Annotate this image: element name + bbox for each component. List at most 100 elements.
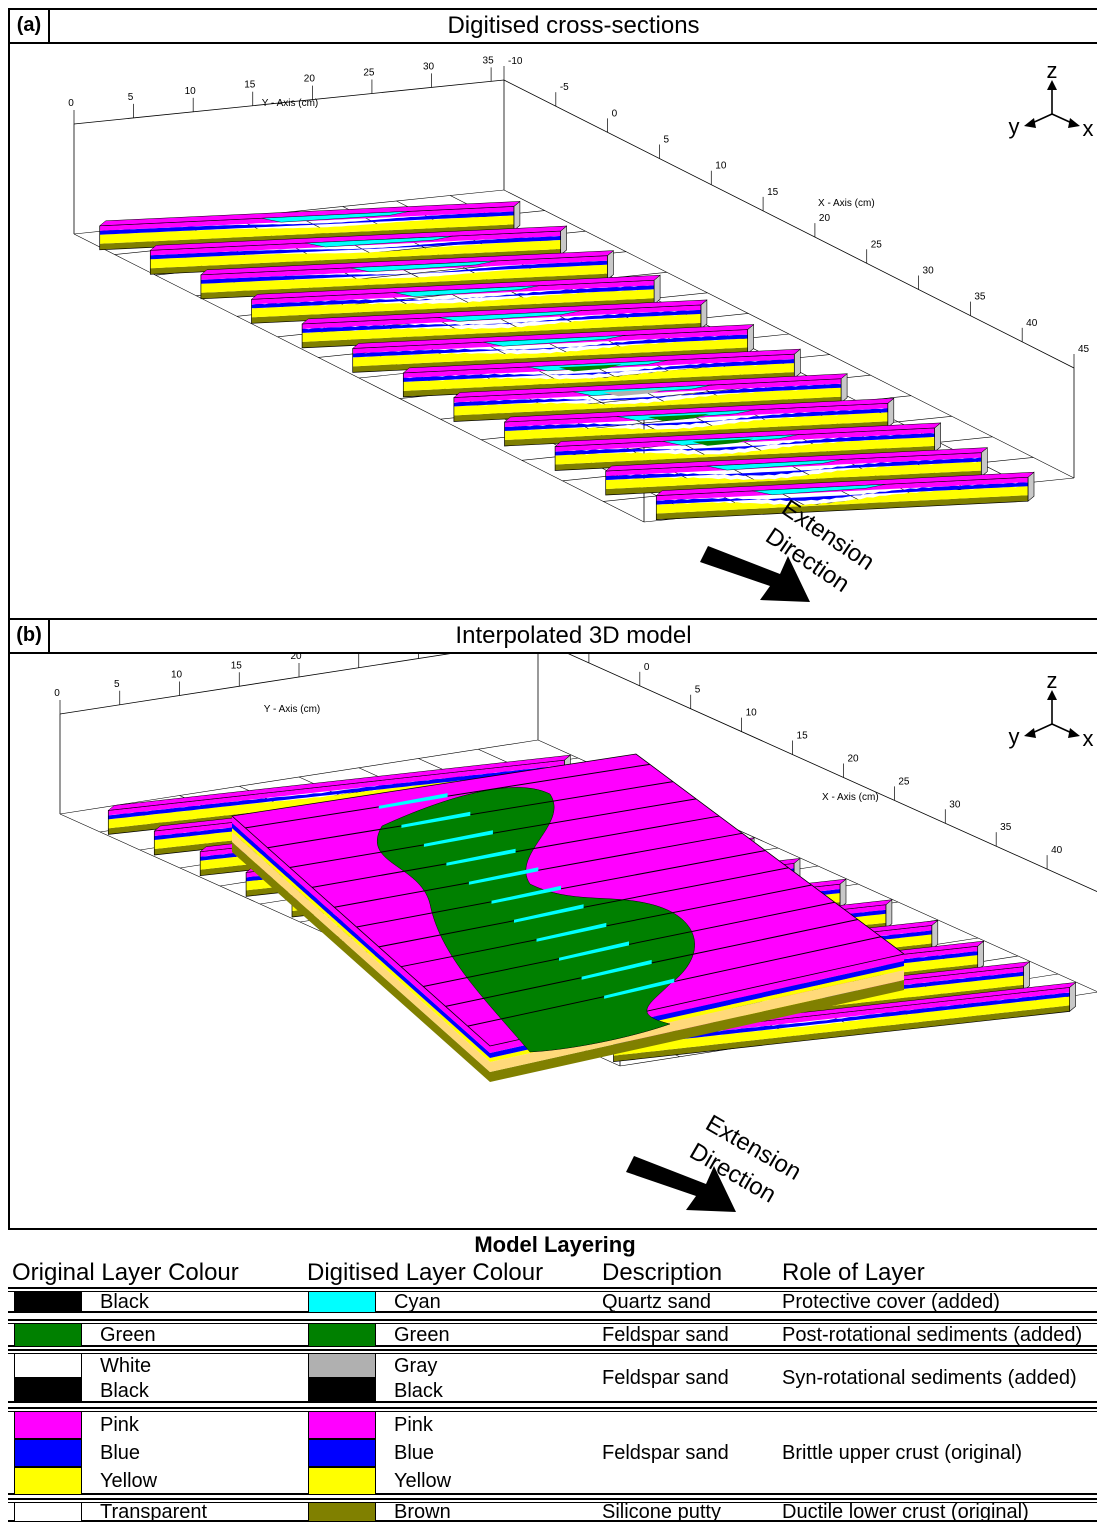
cyan-streak — [423, 830, 493, 847]
cross-section — [655, 471, 1035, 520]
layer-cyan — [393, 285, 540, 297]
x-tick-label: 20 — [819, 213, 831, 224]
table-row: White Black Gray Black Feldspar sand Syn-rota… — [8, 1349, 1097, 1403]
layer-cyan — [707, 459, 843, 471]
original-colour-swatch — [14, 1378, 82, 1403]
x-axis-label: X - Axis (cm) — [818, 198, 875, 209]
cyan-streak — [536, 922, 607, 942]
original-colour-swatch — [14, 1502, 82, 1522]
y-tick-label: 20 — [290, 654, 302, 662]
layer-cyan — [349, 260, 497, 273]
original-colour-label: Black — [100, 1379, 149, 1402]
x-tick-label: 35 — [1000, 822, 1012, 833]
panel-b-tag: (b) — [10, 620, 50, 652]
original-colour-label: Transparent — [100, 1501, 208, 1523]
cross-section — [453, 373, 848, 422]
section-top-surface — [453, 373, 848, 398]
original-colour-label: Green — [100, 1324, 156, 1346]
xyz-orientation-icon: z y x — [1009, 58, 1094, 141]
table-row: Transparent Brown Silicone putty Ductile lo… — [8, 1498, 1097, 1523]
header-original-colour: Original Layer Colour — [12, 1259, 239, 1286]
role-cell: Post-rotational sediments (added) — [782, 1324, 1083, 1346]
layer-green — [692, 438, 754, 446]
x-tick-label: 25 — [898, 776, 910, 787]
digitised-colour-swatch — [308, 1439, 376, 1467]
x-tick-label: 35 — [974, 292, 986, 303]
cyan-streak — [378, 793, 448, 809]
cross-section — [503, 397, 895, 447]
box-top-edge — [59, 654, 1097, 892]
x-tick-label: 30 — [923, 265, 935, 276]
panel-a-tag: (a) — [10, 10, 50, 42]
layer-yellow — [302, 313, 701, 342]
panel-b-title: Interpolated 3D model — [455, 622, 692, 649]
section-top-surface — [604, 447, 989, 472]
layer-cyan — [482, 335, 626, 347]
left-layer-blue — [232, 823, 490, 1058]
original-colour-label: Black — [100, 1291, 149, 1313]
table-row: Green Green Feldspar sand Post-rotational s… — [8, 1319, 1097, 1347]
front-layer-brown — [490, 980, 904, 1082]
original-colour-label: Pink — [100, 1414, 139, 1436]
cyan-streak — [514, 904, 584, 923]
left-layer-yellow — [232, 828, 490, 1062]
front-layer-tan — [490, 970, 904, 1072]
digitised-colour-swatch — [308, 1411, 376, 1439]
left-layer-pink — [232, 816, 490, 1053]
row-divider — [8, 1323, 1097, 1324]
layer-yellow — [504, 411, 888, 440]
x-tick-label: -10 — [508, 56, 523, 67]
model-layering-table: Model Layering Original Layer Colour Dig… — [0, 1233, 1097, 1523]
digitised-colour-label: Black — [394, 1379, 443, 1402]
description-cell: Feldspar sand — [602, 1442, 729, 1464]
original-colour-swatch — [14, 1411, 82, 1439]
x-label: x — [1083, 726, 1094, 751]
layer-brown — [613, 1005, 1070, 1062]
x-tick-label: 0 — [612, 108, 618, 119]
layer-green — [558, 364, 622, 372]
section-trace-line — [400, 884, 812, 968]
x-tick-label: 45 — [1078, 344, 1090, 355]
cyan-streak — [468, 867, 539, 885]
green-sediment-region — [376, 787, 695, 1053]
row-divider — [8, 1411, 1097, 1412]
y-tick-label: 15 — [231, 660, 243, 671]
x-tick-label: 10 — [746, 708, 758, 719]
digitised-colour-label: Gray — [394, 1354, 438, 1377]
arrow-shape — [700, 546, 810, 602]
layer-blue — [108, 765, 565, 820]
cross-sections — [98, 200, 1035, 520]
section-trace-line — [467, 936, 882, 1027]
original-colour-swatch — [14, 1323, 82, 1347]
y-tick-label: 0 — [54, 688, 60, 699]
layer-yellow — [656, 485, 1028, 514]
y-tick-label: 30 — [423, 61, 435, 72]
section-trace-line — [245, 763, 650, 829]
y-arrowhead — [1024, 728, 1036, 738]
cyan-streak — [446, 848, 516, 866]
description-cell: Quartz sand — [602, 1291, 711, 1313]
cyan-streak — [604, 978, 675, 999]
row-divider — [8, 1291, 1097, 1292]
y-tick-label: 10 — [171, 670, 183, 681]
x-tick-label: 5 — [663, 135, 669, 146]
table-row: Pink Blue Yellow Pink Blue Yellow Feldspar san… — [8, 1407, 1097, 1495]
layer-yellow — [251, 289, 655, 318]
y-tick-label: 5 — [114, 679, 120, 690]
section-top-surface — [554, 422, 942, 447]
cross-sections-diagram: 0 5 10 15 20 25 30 35 Y - Axis (cm) -10 -5 0 5 10 15 20… — [68, 55, 1094, 602]
layer-yellow — [613, 996, 1070, 1056]
y-label: y — [1009, 114, 1020, 139]
cyan-streak — [581, 959, 652, 980]
header-role: Role of Layer — [782, 1259, 925, 1286]
layer-yellow — [453, 387, 842, 416]
role-cell: Brittle upper crust (original) — [782, 1442, 1023, 1464]
digitised-colour-swatch — [308, 1291, 376, 1313]
section-top-surface — [503, 398, 895, 423]
layer-blue — [251, 285, 655, 309]
z-arrowhead — [1047, 690, 1057, 700]
section-trace-line — [311, 815, 720, 888]
digitised-colour-label: Brown — [394, 1501, 451, 1523]
panel-b: (b) Interpolated 3D model 0 5 10 15 20 25 30 35… — [8, 618, 1097, 1230]
